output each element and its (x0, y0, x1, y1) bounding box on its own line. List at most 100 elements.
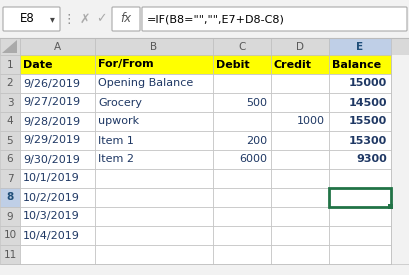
Text: Item 2: Item 2 (98, 155, 134, 164)
Bar (328, 131, 390, 150)
Text: =IF(B8="","",E7+D8-C8): =IF(B8="","",E7+D8-C8) (147, 14, 284, 24)
Text: 4: 4 (7, 117, 13, 126)
Bar (213, 188, 270, 207)
Bar (20, 38, 95, 55)
Text: Debit: Debit (216, 59, 249, 70)
Polygon shape (2, 40, 17, 53)
Text: 9/30/2019: 9/30/2019 (23, 155, 80, 164)
Text: ✓: ✓ (96, 12, 106, 26)
Text: 9300: 9300 (355, 155, 386, 164)
Bar (328, 207, 390, 226)
Bar (95, 226, 213, 245)
Bar (0, 93, 20, 112)
Text: C: C (238, 42, 245, 51)
Bar (387, 204, 392, 209)
Bar (0, 38, 409, 55)
Text: 6000: 6000 (238, 155, 266, 164)
Bar (0, 226, 20, 245)
Text: 10/3/2019: 10/3/2019 (23, 211, 80, 221)
Bar (328, 245, 390, 264)
Text: 3: 3 (7, 98, 13, 108)
Bar (213, 131, 270, 150)
Bar (270, 150, 328, 169)
Text: 9/29/2019: 9/29/2019 (23, 136, 80, 145)
Bar (20, 245, 95, 264)
Bar (213, 38, 270, 55)
Bar (20, 74, 95, 93)
Bar (270, 55, 328, 74)
Bar (20, 150, 95, 169)
Text: 10/1/2019: 10/1/2019 (23, 174, 80, 183)
Text: 10/2/2019: 10/2/2019 (23, 192, 80, 202)
Bar (270, 226, 328, 245)
Bar (328, 226, 390, 245)
Text: E: E (355, 42, 363, 51)
Bar (95, 74, 213, 93)
Bar (20, 226, 95, 245)
Text: ✗: ✗ (80, 12, 90, 26)
Bar (20, 93, 95, 112)
Text: 9/28/2019: 9/28/2019 (23, 117, 80, 126)
Bar (0, 112, 20, 131)
Bar (328, 55, 390, 74)
Bar (328, 188, 390, 207)
Bar (95, 112, 213, 131)
Bar (0, 207, 20, 226)
Bar (328, 93, 390, 112)
Bar (20, 112, 95, 131)
Bar (0, 0, 409, 38)
Text: 1000: 1000 (296, 117, 324, 126)
Text: 15000: 15000 (348, 78, 386, 89)
Text: 9/26/2019: 9/26/2019 (23, 78, 80, 89)
Text: ▾: ▾ (49, 14, 54, 24)
Bar (213, 55, 270, 74)
Bar (95, 55, 213, 74)
Bar (328, 74, 390, 93)
Bar (20, 169, 95, 188)
Bar (270, 169, 328, 188)
Bar (95, 207, 213, 226)
Bar (0, 131, 20, 150)
Bar (95, 188, 213, 207)
Text: 15500: 15500 (348, 117, 386, 126)
Bar (0, 169, 20, 188)
Text: D: D (295, 42, 303, 51)
FancyBboxPatch shape (3, 7, 60, 31)
Bar (270, 188, 328, 207)
FancyBboxPatch shape (142, 7, 406, 31)
Bar (328, 38, 390, 55)
Text: Date: Date (23, 59, 52, 70)
Bar (20, 207, 95, 226)
Bar (270, 112, 328, 131)
Bar (328, 150, 390, 169)
Bar (0, 55, 20, 74)
Bar (270, 207, 328, 226)
Text: Credit: Credit (273, 59, 311, 70)
Bar (213, 150, 270, 169)
Text: 2: 2 (7, 78, 13, 89)
Text: A: A (54, 42, 61, 51)
Bar (328, 112, 390, 131)
Text: 7: 7 (7, 174, 13, 183)
Bar (328, 188, 390, 207)
Bar (95, 245, 213, 264)
Bar (95, 93, 213, 112)
Bar (0, 74, 20, 93)
Bar (0, 188, 20, 207)
FancyBboxPatch shape (112, 7, 139, 31)
Bar (20, 188, 95, 207)
Bar (328, 169, 390, 188)
Text: E8: E8 (20, 12, 34, 26)
Text: 1: 1 (7, 59, 13, 70)
Bar (213, 112, 270, 131)
Text: fx: fx (120, 12, 131, 26)
Text: Opening Balance: Opening Balance (98, 78, 193, 89)
Text: 6: 6 (7, 155, 13, 164)
Bar (0, 38, 20, 55)
Text: Grocery: Grocery (98, 98, 142, 108)
Bar (95, 131, 213, 150)
Text: B: B (150, 42, 157, 51)
Bar (270, 93, 328, 112)
Text: Item 1: Item 1 (98, 136, 134, 145)
Text: 5: 5 (7, 136, 13, 145)
